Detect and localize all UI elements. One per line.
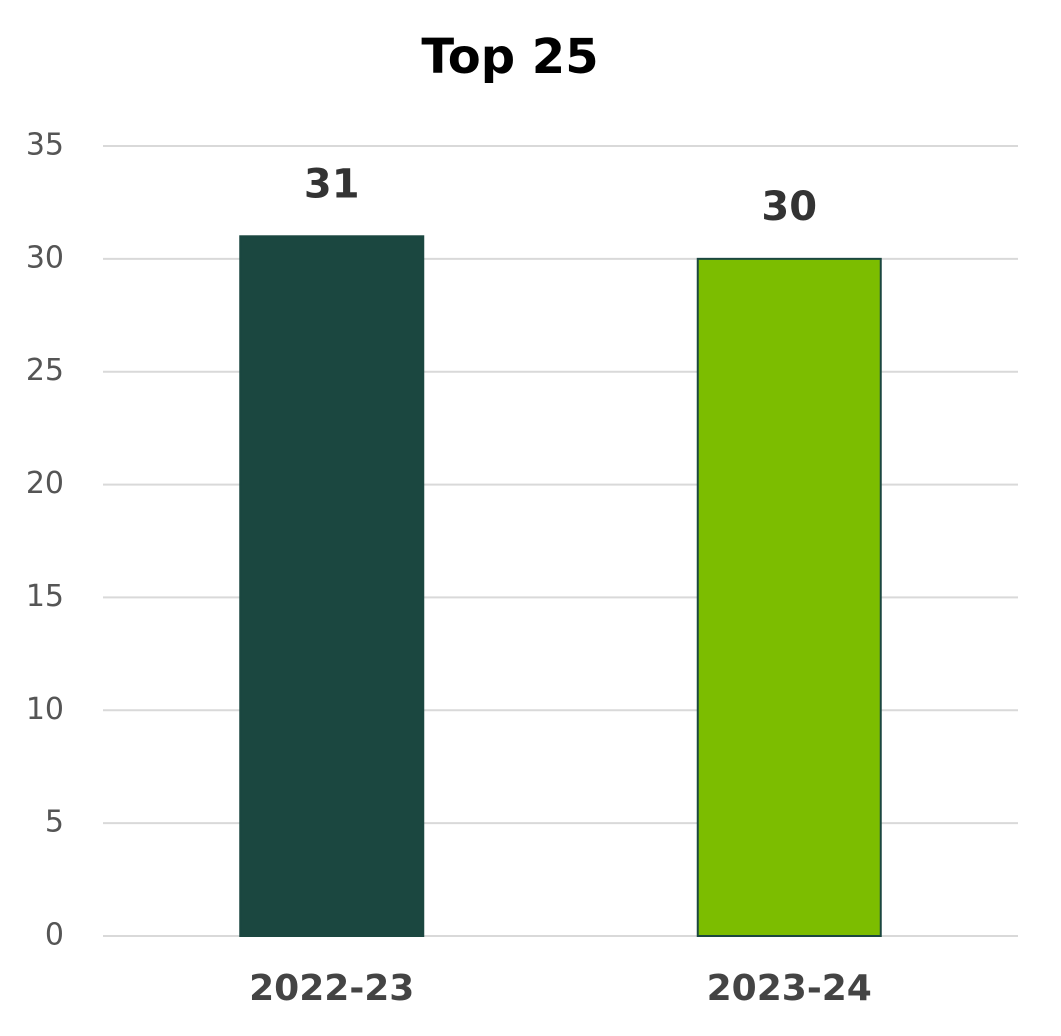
y-tick-label: 15 bbox=[26, 579, 64, 614]
x-tick-label: 2022-23 bbox=[249, 968, 414, 1009]
data-label: 30 bbox=[761, 184, 817, 230]
y-tick-label: 35 bbox=[26, 128, 64, 163]
y-tick-label: 20 bbox=[26, 466, 64, 501]
chart-title: Top 25 bbox=[421, 29, 598, 85]
x-tick-label: 2023-24 bbox=[707, 968, 872, 1009]
y-tick-label: 25 bbox=[26, 353, 64, 388]
y-tick-label: 10 bbox=[26, 692, 64, 727]
data-label: 31 bbox=[304, 161, 360, 207]
y-tick-label: 0 bbox=[45, 918, 64, 953]
y-tick-label: 30 bbox=[26, 240, 64, 275]
bar bbox=[239, 235, 425, 938]
bar bbox=[696, 257, 882, 938]
y-tick-label: 5 bbox=[45, 805, 64, 840]
